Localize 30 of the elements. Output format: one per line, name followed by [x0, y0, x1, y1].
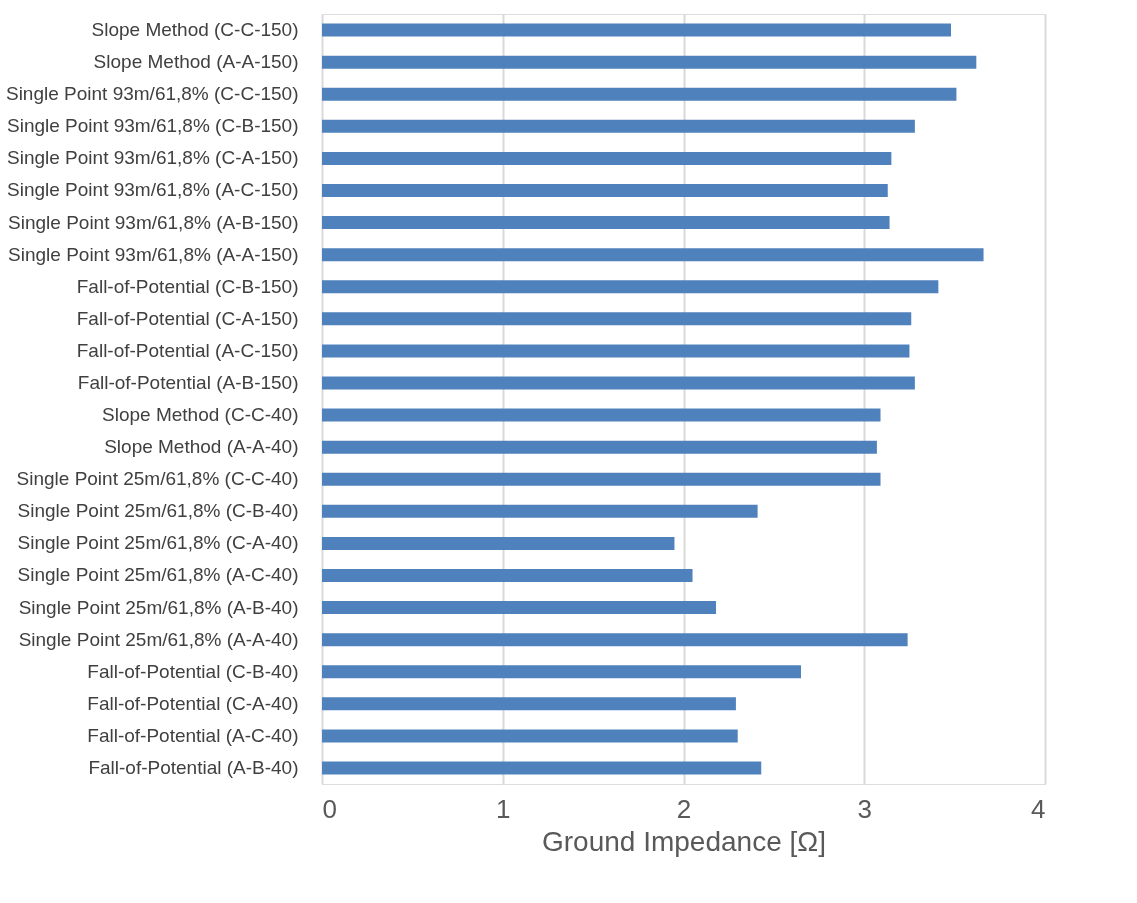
x-axis-title: Ground Impedance [Ω]	[542, 825, 826, 857]
y-tick-label: Fall-of-Potential (A-B-40)	[88, 756, 299, 778]
y-tick-label: Fall-of-Potential (A-C-40)	[87, 724, 299, 746]
y-tick-label: Single Point 93m/61,8% (C-A-150)	[7, 147, 299, 169]
y-tick-label: Single Point 25m/61,8% (C-A-40)	[17, 532, 299, 554]
y-tick-label: Slope Method (A-A-150)	[93, 51, 299, 73]
x-tick-label: 2	[676, 793, 692, 824]
y-tick-label: Fall-of-Potential (C-B-150)	[76, 275, 299, 297]
y-tick-label: Fall-of-Potential (A-C-150)	[76, 339, 299, 361]
y-tick-label: Single Point 25m/61,8% (C-C-40)	[16, 468, 299, 490]
y-tick-label: Single Point 93m/61,8% (C-C-150)	[5, 83, 299, 105]
y-tick-label: Single Point 25m/61,8% (A-B-40)	[18, 596, 299, 618]
y-tick-label: Single Point 93m/61,8% (A-C-150)	[7, 179, 299, 201]
y-tick-label: Single Point 93m/61,8% (C-B-150)	[7, 115, 299, 137]
y-tick-label: Fall-of-Potential (C-A-40)	[87, 692, 299, 714]
y-tick-label: Fall-of-Potential (A-B-150)	[77, 371, 299, 393]
x-tick-label: 1	[496, 793, 511, 824]
y-tick-label: Single Point 93m/61,8% (A-B-150)	[8, 211, 299, 233]
y-tick-label: Single Point 25m/61,8% (A-C-40)	[17, 564, 299, 586]
y-tick-label: Slope Method (C-C-40)	[102, 404, 299, 426]
x-tick-label: 0	[322, 793, 337, 824]
x-tick-label: 4	[1031, 793, 1046, 824]
y-tick-label: Single Point 25m/61,8% (C-B-40)	[17, 500, 299, 522]
y-tick-label: Slope Method (A-A-40)	[104, 436, 299, 458]
y-tick-label: Slope Method (C-C-150)	[91, 19, 299, 41]
x-tick-label: 3	[857, 793, 872, 824]
y-tick-label: Fall-of-Potential (C-A-150)	[76, 307, 299, 329]
y-tick-label: Single Point 25m/61,8% (A-A-40)	[18, 628, 299, 650]
y-tick-label: Single Point 93m/61,8% (A-A-150)	[8, 243, 299, 265]
y-tick-label: Fall-of-Potential (C-B-40)	[87, 660, 299, 682]
